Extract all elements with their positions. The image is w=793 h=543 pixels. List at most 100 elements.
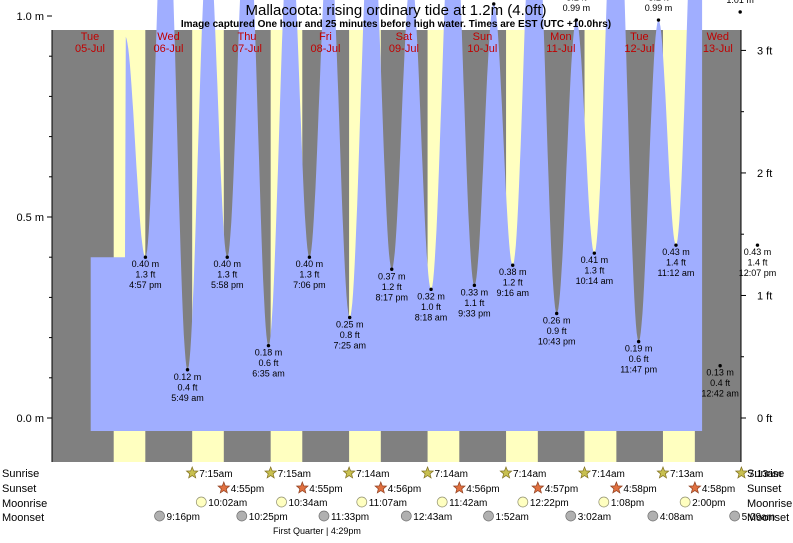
moonrise-moon-icon: [517, 496, 529, 508]
sunrise-label-right: Sunrise: [747, 468, 784, 480]
moonset-moon-icon: [400, 510, 412, 522]
tide-label: 7:25 am: [333, 341, 366, 351]
tide-point: [592, 251, 597, 255]
tide-label: 10:14 am: [576, 276, 614, 286]
chart-header: Mallacoota: rising ordinary tide at 1.2m…: [181, 2, 611, 30]
sunrise-time: 7:13am: [748, 469, 781, 480]
tide-label: 8:17 pm: [375, 292, 408, 302]
y-tick-label-m: 0.5 m: [16, 212, 44, 224]
axes: 0.0 m0.5 m1.0 m1.5 m0 ft1 ft2 ft3 ft4 ft…: [16, 11, 772, 462]
sunset-star-icon: [374, 481, 388, 494]
day-name: Fri: [319, 31, 332, 43]
tide-label: 0.99 m: [563, 3, 591, 13]
tide-point: [143, 255, 148, 259]
tide-curve: [90, 0, 703, 431]
tide-label: 0.13 m: [706, 368, 734, 378]
day-date: 09-Jul: [389, 43, 419, 55]
moonrise-moon-icon: [356, 496, 368, 508]
tide-label: 0.18 m: [255, 348, 283, 358]
tide-label: 1.3 ft: [584, 266, 605, 276]
tide-label: 1.1 ft: [464, 298, 485, 308]
tide-label: 0.12 m: [174, 372, 202, 382]
tide-point: [511, 263, 515, 267]
sunrise-star-icon: [420, 466, 435, 479]
moonset-time: 1:52am: [496, 512, 529, 523]
day-date: 12-Jul: [624, 43, 654, 55]
tide-label: 0.19 m: [625, 344, 653, 354]
tide-point: [390, 267, 394, 271]
moonset-label-right: Moonset: [747, 512, 789, 524]
moonrise-time: 10:34am: [289, 498, 328, 509]
tide-label: 12:07 pm: [739, 268, 777, 278]
tide-label: 0.43 m: [662, 247, 690, 257]
sunset-star-icon: [609, 481, 624, 494]
tide-label: 10:43 pm: [538, 336, 576, 346]
tide-label: 1.3 ft: [135, 270, 156, 280]
day-date: 08-Jul: [310, 43, 340, 55]
tide-label: 1.3 ft: [299, 270, 320, 280]
y-tick-label-m: 1.0 m: [16, 11, 44, 23]
sunrise-time: 7:14am: [513, 469, 546, 480]
day-date: 10-Jul: [467, 43, 497, 55]
tide-label: 8:18 am: [415, 312, 448, 322]
tide-label: 1.4 ft: [666, 258, 687, 268]
tide-label: 5:49 am: [171, 393, 204, 403]
tide-label: 6:35 am: [252, 369, 285, 379]
tide-label: 5:58 pm: [211, 280, 244, 290]
moonset-moon-icon: [647, 510, 659, 522]
sunrise-label-left: Sunrise: [2, 468, 39, 480]
sunrise-star-icon: [185, 466, 199, 479]
tide-label: 4:57 pm: [129, 280, 162, 290]
moonrise-time: 11:42am: [449, 498, 487, 509]
day-date: 06-Jul: [153, 43, 183, 55]
moonset-moon-icon: [154, 510, 165, 522]
sunset-label-left: Sunset: [2, 483, 36, 495]
sunrise-time: 7:14am: [356, 469, 389, 480]
sunset-time: 4:55pm: [231, 484, 264, 495]
day-name: Sat: [396, 31, 413, 43]
tide-point: [492, 2, 496, 6]
sunrise-time: 7:13am: [670, 469, 703, 480]
tide-label: 0.38 m: [499, 267, 527, 277]
tide-label: 3.2 ft: [566, 0, 587, 3]
tide-label: 0.40 m: [132, 259, 160, 269]
day-date: 07-Jul: [232, 43, 262, 55]
tide-label: 0.25 m: [336, 320, 364, 330]
sunset-star-icon: [217, 481, 231, 494]
tide-label: 1.3 ft: [217, 270, 238, 280]
day-name: Tue: [630, 31, 649, 43]
moonset-time: 3:02am: [578, 512, 611, 523]
sunrise-time: 7:14am: [435, 469, 468, 480]
sunset-star-icon: [531, 481, 545, 494]
tide-label: 0.32 m: [417, 291, 445, 301]
moonset-time: 11:33pm: [331, 512, 369, 523]
tide-point: [636, 339, 641, 344]
tide-label: 0.4 ft: [178, 382, 199, 392]
moonrise-label-right: Moonrise: [747, 498, 792, 510]
tide-point: [307, 255, 312, 259]
moonrise-time: 11:07am: [369, 498, 407, 509]
tide-label: 11:47 pm: [620, 365, 657, 375]
sunrise-star-icon: [577, 466, 592, 479]
sunset-time: 4:58pm: [702, 484, 735, 495]
tide-point: [185, 368, 190, 372]
tide-point: [755, 243, 760, 247]
sunrise-star-icon: [734, 466, 749, 479]
tide-label: 7:06 pm: [293, 280, 326, 290]
tide-label: 1.0 ft: [421, 302, 442, 312]
tide-label: 0.33 m: [461, 287, 489, 297]
moonrise-moon-icon: [598, 496, 610, 508]
sunset-time: 4:56pm: [388, 484, 421, 495]
chart-title: Mallacoota: rising ordinary tide at 1.2m…: [246, 2, 547, 19]
moonrise-moon-icon: [679, 496, 691, 508]
tide-point: [554, 311, 559, 316]
moonrise-moon-icon: [276, 496, 287, 508]
day-name: Tue: [81, 31, 100, 43]
sunrise-star-icon: [342, 466, 356, 479]
moonset-moon-icon: [236, 510, 248, 522]
moonrise-label-left: Moonrise: [2, 498, 47, 510]
day-date: 11-Jul: [546, 43, 575, 55]
chart-subtitle: Image captured One hour and 25 minutes b…: [181, 19, 611, 30]
